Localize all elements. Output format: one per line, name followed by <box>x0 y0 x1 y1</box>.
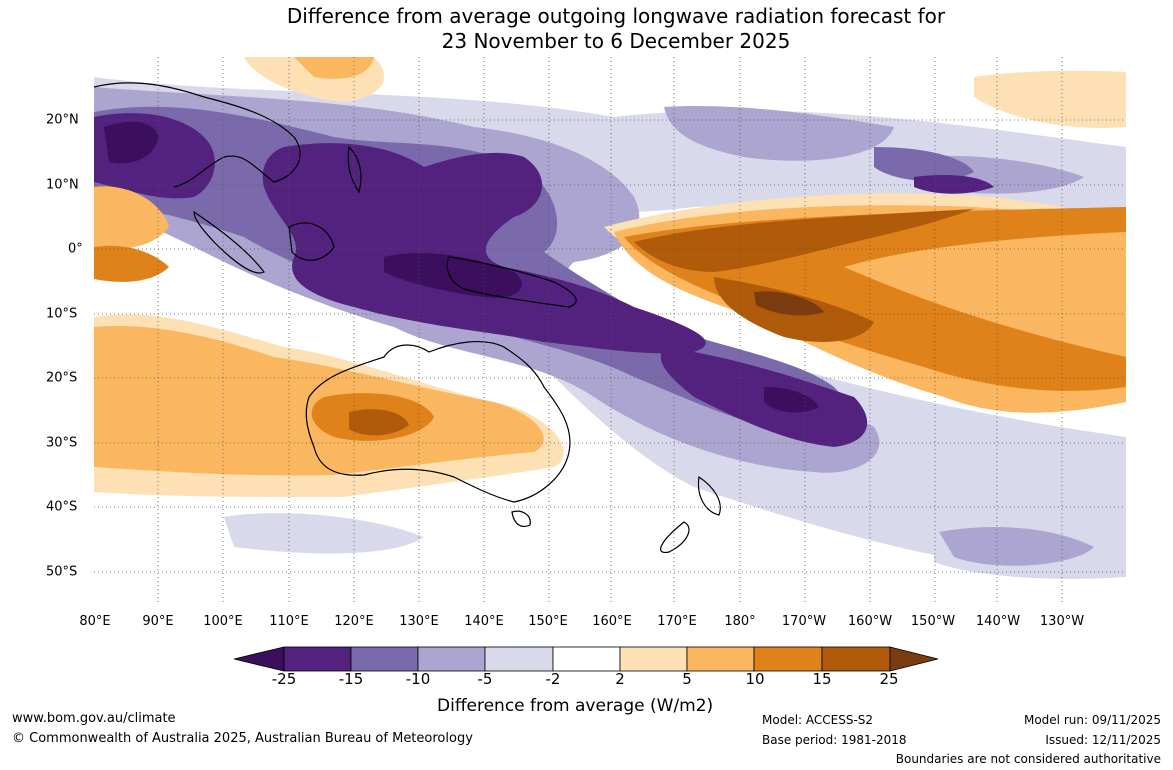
new-zealand-coastline <box>659 475 721 553</box>
lon-label: 150°W <box>910 614 956 629</box>
lon-label: 150°E <box>528 614 568 629</box>
lon-label: 160°W <box>847 614 893 629</box>
colorbar-tick: -5 <box>477 670 493 688</box>
anomaly-deep-purple <box>94 113 994 447</box>
lat-label: 20°N <box>46 112 79 128</box>
colorbar-tick: 15 <box>812 670 832 688</box>
model-run-text: Model run: 09/11/2025 <box>1023 713 1161 727</box>
colorbar-tick: 10 <box>745 670 765 688</box>
anomaly-darkest-brown <box>754 291 824 316</box>
title-line-1: Difference from average outgoing longwav… <box>286 4 946 28</box>
lon-label: 160°E <box>592 614 632 629</box>
model-text: Model: ACCESS-S2 <box>762 713 874 727</box>
colorbar-segment <box>283 646 352 672</box>
lat-label: 30°S <box>46 435 78 451</box>
colorbar-segment <box>417 646 486 672</box>
lon-label: 170°E <box>657 614 697 629</box>
lat-label: 20°S <box>46 370 78 386</box>
lon-label: 140°E <box>464 614 504 629</box>
issued-text: Issued: 12/11/2025 <box>1045 733 1161 747</box>
colorbar-tick: 5 <box>682 670 692 688</box>
colorbar-label: Difference from average (W/m2) <box>437 696 714 716</box>
colorbar-tick: -10 <box>405 670 431 688</box>
colorbar-segment <box>234 646 285 672</box>
lon-label: 110°E <box>269 614 309 629</box>
lon-label: 120°E <box>334 614 374 629</box>
lat-label: 0° <box>68 241 83 257</box>
borneo-coastline <box>288 222 335 261</box>
colorbar-tick: 2 <box>615 670 625 688</box>
tasmania-coastline <box>511 510 531 528</box>
colorbar-segment <box>552 646 621 672</box>
lon-label: 140°W <box>975 614 1021 629</box>
philippines-coastline <box>347 145 362 194</box>
colorbar <box>234 646 939 672</box>
lon-label: 90°E <box>142 614 174 629</box>
colorbar-segment <box>753 646 823 672</box>
anomaly-map <box>94 57 1126 604</box>
base-period-text: Base period: 1981-2018 <box>762 733 907 747</box>
colorbar-segment <box>821 646 891 672</box>
colorbar-segment <box>484 646 554 672</box>
lat-label: 10°N <box>46 177 79 193</box>
lon-label: 170°W <box>781 614 827 629</box>
lon-label: 130°W <box>1039 614 1085 629</box>
lon-label: 180° <box>724 614 756 629</box>
title-line-2: 23 November to 6 December 2025 <box>441 29 791 53</box>
colorbar-tick: -2 <box>545 670 561 688</box>
colorbar-tick: -15 <box>338 670 364 688</box>
lat-label: 50°S <box>46 564 78 580</box>
lon-label: 100°E <box>203 614 243 629</box>
chart-title: Difference from average outgoing longwav… <box>0 4 1173 54</box>
copyright-text: © Commonwealth of Australia 2025, Austra… <box>12 731 473 746</box>
sumatra-coastline <box>193 210 265 274</box>
new-guinea-coastline <box>446 256 577 308</box>
colorbar-segment <box>686 646 755 672</box>
colorbar-segment <box>350 646 419 672</box>
gridlines <box>94 57 1126 604</box>
lat-label: 10°S <box>46 306 78 322</box>
website-link[interactable]: www.bom.gov.au/climate <box>12 711 176 726</box>
colorbar-tick: -25 <box>271 670 297 688</box>
australia-coastline <box>305 341 571 503</box>
lon-label: 80°E <box>79 614 111 629</box>
disclaimer-text: Boundaries are not considered authoritat… <box>895 752 1161 766</box>
colorbar-segment <box>619 646 688 672</box>
asia-coastline <box>94 82 301 188</box>
coastlines <box>94 82 721 553</box>
colorbar-tick: 25 <box>879 670 899 688</box>
colorbar-segment <box>889 646 939 672</box>
lat-label: 40°S <box>46 499 78 515</box>
lon-label: 130°E <box>399 614 439 629</box>
